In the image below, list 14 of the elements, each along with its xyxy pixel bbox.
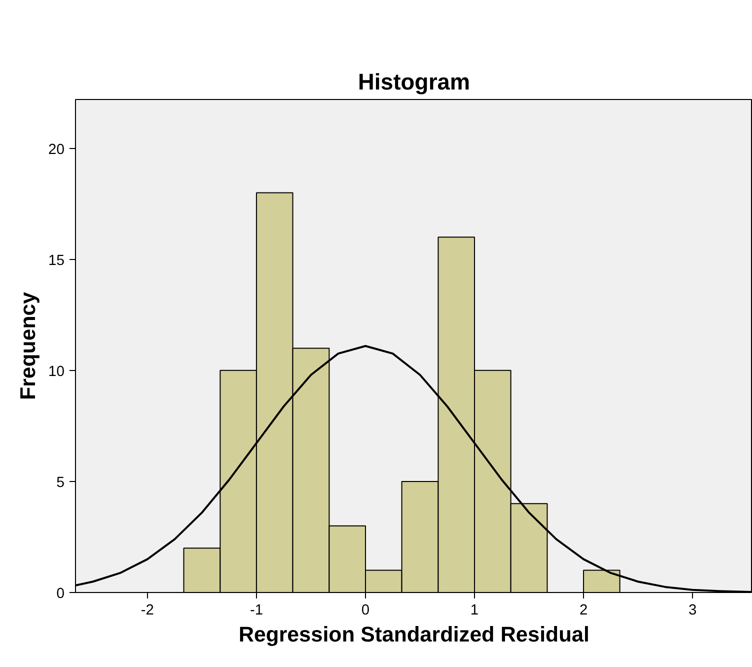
y-tick-label: 15 (48, 252, 65, 269)
x-tick-label: 1 (470, 602, 479, 618)
x-tick-label: 3 (688, 602, 697, 618)
y-tick-label: 5 (56, 474, 65, 491)
y-axis-title: Frequency (16, 292, 40, 400)
x-tick-label: 2 (579, 602, 588, 618)
chart-title: Histogram (358, 68, 470, 94)
x-tick-label: -1 (250, 602, 263, 618)
y-tick-label: 10 (48, 364, 65, 380)
y-tick-label: 0 (56, 586, 65, 602)
x-axis-title: Regression Standardized Residual (238, 622, 590, 646)
x-tick-label: -2 (140, 602, 154, 618)
x-tick-label: 0 (361, 602, 370, 618)
y-tick-label: 20 (48, 142, 65, 158)
